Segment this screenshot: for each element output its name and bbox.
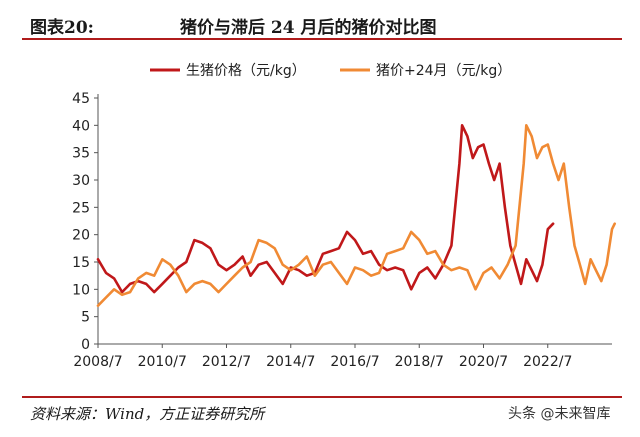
y-tick-label: 40 (72, 118, 90, 134)
legend-label-2: 猪价+24月（元/kg） (376, 63, 511, 79)
y-tick-label: 15 (72, 255, 90, 271)
y-tick-label: 20 (72, 228, 90, 244)
y-tick-label: 35 (72, 146, 90, 162)
y-tick-label: 0 (81, 337, 90, 353)
x-tick-label: 2010/7 (138, 354, 187, 370)
chart-legend: 生猪价格（元/kg） 猪价+24月（元/kg） (150, 63, 511, 79)
y-tick-label: 45 (72, 91, 90, 107)
chart-title: 猪价与滞后 24 月后的猪价对比图 (180, 18, 437, 38)
y-axis: 0 5 10 15 20 25 30 35 40 45 (72, 91, 99, 353)
source-note: 资料来源：Wind，方正证券研究所 (30, 405, 265, 423)
x-tick-label: 2018/7 (395, 354, 444, 370)
x-axis: 2008/7 2010/7 2012/7 2014/7 2016/7 2018/7 2020… (73, 343, 612, 370)
y-tick-label: 10 (72, 282, 90, 298)
x-tick-label: 2014/7 (266, 354, 315, 370)
plot-area (96, 124, 616, 307)
x-tick-label: 2020/7 (459, 354, 508, 370)
line-chart: 生猪价格（元/kg） 猪价+24月（元/kg） 0 5 10 15 20 25 30 35 40 4… (72, 63, 616, 370)
x-tick-label: 2008/7 (73, 354, 122, 370)
figure-header: 图表20: 猪价与滞后 24 月后的猪价对比图 (22, 6, 622, 40)
footer-divider (22, 396, 622, 398)
series-line-1 (96, 124, 555, 294)
y-tick-label: 25 (72, 200, 90, 216)
y-tick-label: 30 (72, 173, 90, 189)
series-line-2 (96, 124, 616, 307)
x-tick-label: 2016/7 (330, 354, 379, 370)
y-tick-label: 5 (81, 310, 90, 326)
figure-label: 图表20: (30, 18, 94, 38)
watermark: 头条 @未来智库 (508, 406, 611, 422)
x-tick-label: 2012/7 (202, 354, 251, 370)
legend-label-1: 生猪价格（元/kg） (186, 63, 306, 79)
x-tick-label: 2022/7 (523, 354, 572, 370)
